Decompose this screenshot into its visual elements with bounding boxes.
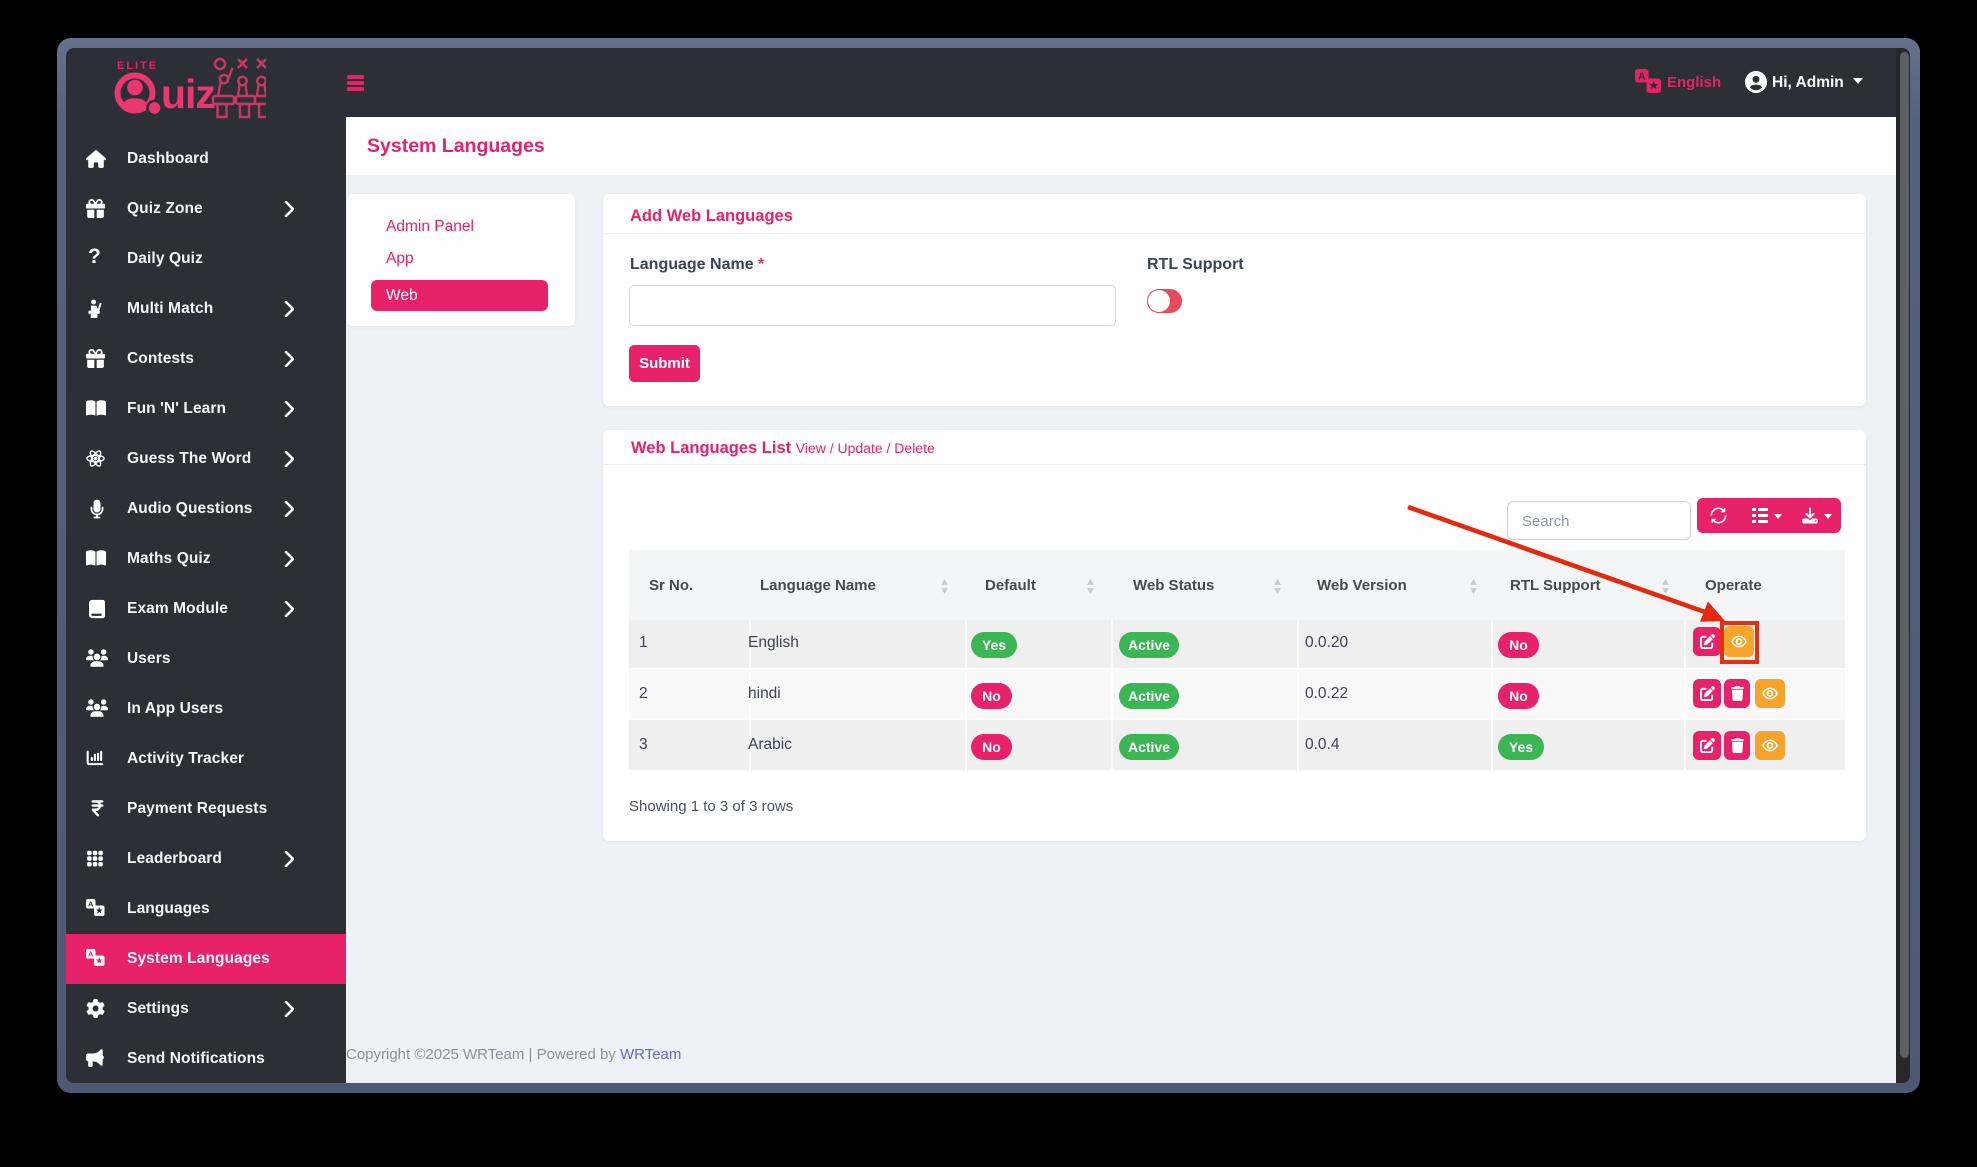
svg-text:A: A [88,900,94,909]
svg-text:uiz: uiz [161,71,215,117]
svg-text:A: A [88,950,94,959]
svg-text:A: A [1638,71,1646,83]
